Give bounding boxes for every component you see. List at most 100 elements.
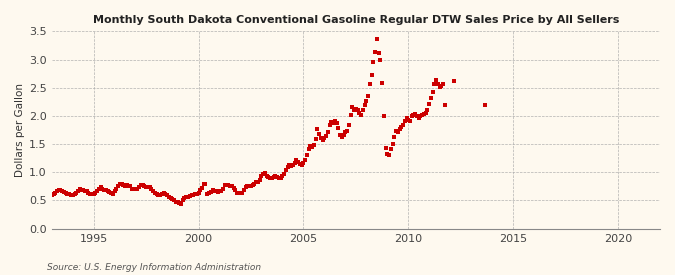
Point [344,123,354,128]
Point [302,153,313,157]
Point [350,106,361,111]
Point [57,189,68,194]
Point [247,183,258,187]
Point [122,183,132,188]
Point [340,130,351,134]
Point [148,189,159,194]
Point [354,110,364,115]
Point [326,120,337,124]
Point [202,192,213,196]
Y-axis label: Dollars per Gallon: Dollars per Gallon [15,83,25,177]
Point [439,102,450,107]
Point [235,191,246,195]
Point [205,190,216,194]
Point [347,105,358,109]
Point [158,191,169,195]
Point [139,184,150,188]
Point [157,192,167,196]
Point [140,185,151,189]
Point [249,181,260,186]
Point [335,133,346,137]
Point [361,99,372,103]
Point [65,192,76,197]
Point [99,188,109,192]
Point [169,198,180,203]
Point [124,184,134,188]
Point [55,188,66,192]
Point [134,185,144,190]
Point [424,102,435,106]
Point [426,96,437,101]
Point [181,194,192,199]
Point [259,170,270,175]
Point [327,121,338,125]
Point [290,161,300,165]
Point [324,123,335,128]
Point [95,185,106,190]
Point [107,191,118,196]
Point [321,134,331,138]
Point [421,110,431,115]
Point [385,147,396,151]
Point [209,189,219,193]
Point [53,188,64,192]
Point [192,191,202,196]
Point [288,163,298,167]
Point [207,188,218,192]
Point [405,119,416,123]
Point [265,176,275,180]
Point [132,186,143,191]
Point [371,37,382,42]
Point [434,85,445,89]
Point [358,108,369,112]
Point [163,194,174,199]
Point [336,134,347,139]
Point [319,136,330,141]
Point [377,80,387,85]
Point [380,146,391,150]
Point [251,180,262,185]
Point [118,183,129,187]
Point [174,200,185,205]
Point [373,51,384,56]
Point [217,186,228,191]
Point [88,191,99,196]
Point [160,191,171,196]
Point [349,108,360,112]
Point [216,189,227,193]
Point [109,189,120,193]
Point [267,176,277,180]
Point [234,191,244,195]
Point [153,192,164,197]
Point [254,177,265,182]
Point [438,82,449,87]
Point [111,186,122,191]
Point [277,174,288,178]
Point [400,119,410,123]
Point [270,174,281,178]
Point [412,114,423,119]
Point [232,190,242,195]
Point [62,191,73,196]
Point [303,147,314,151]
Point [240,185,251,189]
Point [81,189,92,194]
Point [198,181,209,186]
Point [74,187,85,191]
Point [379,114,389,119]
Point [90,190,101,195]
Point [480,102,491,107]
Point [448,79,459,83]
Point [389,134,400,139]
Point [226,184,237,189]
Point [106,191,117,195]
Point [310,137,321,141]
Point [204,191,215,195]
Point [80,189,90,193]
Point [242,184,253,188]
Point [398,123,408,128]
Point [408,113,419,117]
Point [422,108,433,112]
Point [59,190,70,194]
Point [312,127,323,132]
